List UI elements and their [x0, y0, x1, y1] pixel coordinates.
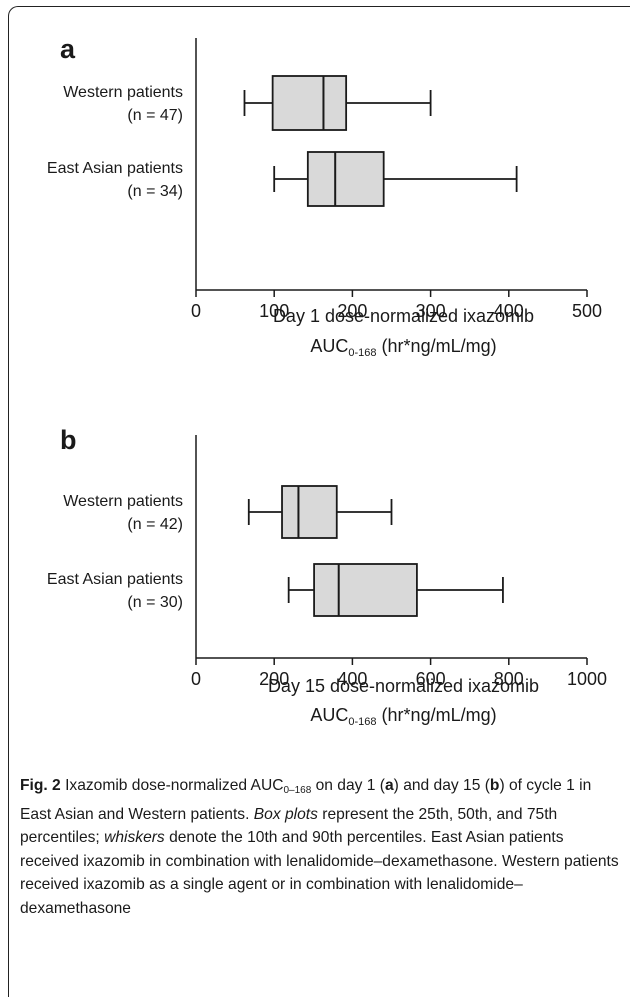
panel-a-x-tick-label: 100	[259, 301, 289, 321]
panel-a-x-tick-label: 300	[416, 301, 446, 321]
panel-b-x-tick-label: 400	[337, 669, 367, 689]
box-plot-figure: a 0 100 200 300 400 500 Day 1 dose-normalized i…	[47, 34, 607, 728]
panel-a-x-tick-label: 500	[572, 301, 602, 321]
panel-b-x-tick-label: 800	[494, 669, 524, 689]
panel-b-letter: b	[60, 425, 77, 455]
panel-a-series-1-label-line1: East Asian patients	[47, 160, 183, 177]
panel-a-x-tick-label: 400	[494, 301, 524, 321]
caption-ref-a: a	[384, 777, 394, 794]
panel-a-letter: a	[60, 34, 76, 64]
panel-b-series-1-label-line1: East Asian patients	[47, 571, 183, 588]
panel-a-x-tick-label: 200	[337, 301, 367, 321]
panel-b-xlabel-line1: Day 15 dose-normalized ixazomib	[268, 676, 539, 696]
panel-a-xlabel-line1: Day 1 dose-normalized ixazomib	[273, 306, 534, 326]
figure-frame	[8, 6, 630, 997]
caption-text-5: represent the 25th, 50th, and 75th perce…	[20, 805, 558, 847]
panel-b-xlabel-line2: AUC0-168 (hr*ng/mL/mg)	[310, 705, 496, 728]
caption-text-6: denote the 10th and 90th percentiles. Ea…	[20, 829, 619, 917]
caption-fig-label: Fig. 2	[20, 777, 61, 794]
panel-b-series-1-box	[313, 563, 418, 617]
figure-caption: Fig. 2 Ixazomib dose-normalized AUC0–168…	[20, 774, 620, 920]
panel-b-x-tick-label: 0	[191, 669, 201, 689]
caption-text-2: on day 1 (	[311, 777, 385, 794]
panel-b-x-tick-label: 1000	[567, 669, 607, 689]
caption-ref-b: b	[489, 777, 500, 794]
panel-b-series-0-label-line2: (n = 42)	[127, 516, 183, 533]
caption-whiskers: whiskers	[104, 829, 165, 846]
panel-a-series-0-label-line1: Western patients	[63, 84, 183, 101]
caption-box-plots: Box plots	[253, 805, 318, 823]
panel-b-series-0-label-line1: Western patients	[63, 493, 183, 510]
panel-a-xlabel-line2: AUC0-168 (hr*ng/mL/mg)	[310, 336, 496, 359]
panel-a-series-1-label-line2: (n = 34)	[127, 183, 183, 200]
panel-b-series-1-label-line2: (n = 30)	[127, 594, 183, 611]
panel-a-series-0-box	[271, 75, 348, 131]
caption-text-4: ) of cycle 1 in East Asian and Western p…	[20, 777, 592, 823]
caption-sub: 0–168	[283, 785, 312, 796]
panel-a-series-1-box	[306, 151, 385, 207]
panel-b-x-tick-label: 200	[259, 669, 289, 689]
panel-a-x-tick-label: 0	[191, 301, 201, 321]
caption-text-3: ) and day 15 (	[393, 777, 490, 794]
panel-b-x-tick-label: 600	[416, 669, 446, 689]
caption-text-1: Ixazomib dose-normalized AUC	[60, 777, 284, 794]
panel-a-series-0-label-line2: (n = 47)	[127, 107, 183, 124]
panel-b-series-0-box	[281, 485, 338, 539]
